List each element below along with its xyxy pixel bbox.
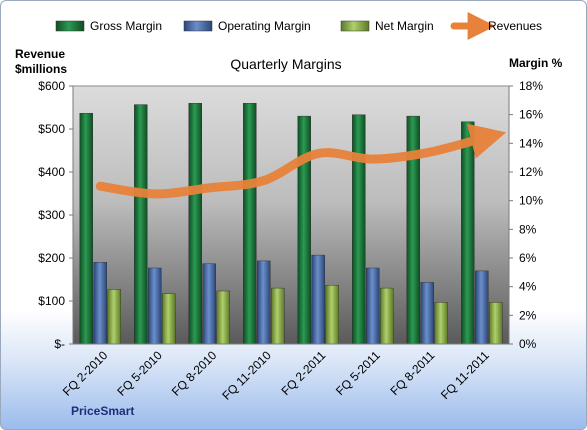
left-tick-label: $100 bbox=[38, 294, 65, 308]
legend-swatch-gross-margin bbox=[55, 20, 85, 32]
right-tick-label: 4% bbox=[519, 280, 537, 294]
legend-label-net-margin: Net Margin bbox=[375, 19, 434, 33]
bar-gross-margin-fq-8-2010 bbox=[188, 102, 203, 345]
chart-title: Quarterly Margins bbox=[230, 56, 341, 72]
bar-gross-margin-fq-5-2010 bbox=[134, 104, 148, 345]
right-tick-label: 12% bbox=[519, 165, 543, 179]
bar-operating-margin-fq-11-2010 bbox=[257, 260, 271, 345]
legend-swatch-operating-margin bbox=[183, 20, 213, 32]
line-revenues bbox=[95, 123, 507, 199]
right-axis-title: Margin % bbox=[509, 56, 563, 70]
right-tick-label: 8% bbox=[519, 222, 537, 236]
bar-net-margin-fq-2-2011 bbox=[325, 285, 339, 345]
legend-label-gross-margin: Gross Margin bbox=[90, 19, 162, 33]
x-tick-label: FQ 2-2010 bbox=[60, 348, 111, 399]
legend-swatch-net-margin bbox=[340, 20, 370, 32]
bar-operating-margin-fq-11-2011 bbox=[475, 270, 489, 345]
legend-label-revenues: Revenues bbox=[488, 19, 542, 33]
left-tick-label: $600 bbox=[38, 79, 65, 93]
bar-net-margin-fq-8-2011 bbox=[434, 302, 448, 345]
x-tick-label: FQ 5-2011 bbox=[333, 348, 383, 398]
right-tick-label: 10% bbox=[519, 194, 543, 208]
bars-layer bbox=[79, 102, 503, 345]
bar-gross-margin-fq-11-2010 bbox=[243, 102, 257, 345]
right-tick-label: 2% bbox=[519, 308, 537, 322]
left-tick-label: $400 bbox=[38, 165, 65, 179]
bar-operating-margin-fq-5-2010 bbox=[148, 267, 162, 345]
bar-gross-margin-fq-2-2010 bbox=[79, 112, 94, 345]
legend: Gross Margin Operating Margin Net Margin Re… bbox=[55, 12, 542, 40]
right-tick-label: 16% bbox=[519, 108, 543, 122]
left-tick-label: $200 bbox=[38, 251, 65, 265]
right-tick-label: 18% bbox=[519, 79, 543, 93]
left-tick-label: $- bbox=[54, 337, 65, 351]
left-tick-label: $500 bbox=[38, 122, 65, 136]
bar-operating-margin-fq-2-2011 bbox=[311, 254, 325, 345]
x-tick-label: FQ 11-2011 bbox=[438, 348, 492, 402]
bar-operating-margin-fq-8-2011 bbox=[420, 282, 434, 345]
bar-net-margin-fq-8-2010 bbox=[216, 290, 231, 345]
bar-net-margin-fq-11-2010 bbox=[271, 287, 285, 345]
x-tick-label: FQ 2-2011 bbox=[279, 348, 329, 398]
bar-operating-margin-fq-8-2010 bbox=[202, 263, 217, 345]
right-tick-label: 0% bbox=[519, 337, 537, 351]
x-tick-label: FQ 8-2010 bbox=[169, 348, 220, 399]
right-axis: 0% 2% 4% 6% 8% 10% 12% 14% 16% 18% bbox=[508, 79, 543, 351]
left-axis-title-line1: Revenue bbox=[15, 47, 65, 61]
bar-operating-margin-fq-5-2011 bbox=[366, 267, 380, 345]
bar-net-margin-fq-2-2010 bbox=[107, 289, 122, 345]
bar-gross-margin-fq-2-2011 bbox=[297, 115, 311, 345]
right-tick-label: 6% bbox=[519, 251, 537, 265]
legend-label-operating-margin: Operating Margin bbox=[218, 19, 311, 33]
bar-operating-margin-fq-2-2010 bbox=[93, 262, 108, 345]
bar-gross-margin-fq-11-2011 bbox=[461, 121, 475, 345]
x-tick-label: FQ 5-2010 bbox=[114, 348, 165, 399]
bar-net-margin-fq-5-2011 bbox=[380, 287, 394, 345]
left-axis-title-line2: $millions bbox=[15, 62, 67, 76]
left-tick-label: $300 bbox=[38, 208, 65, 222]
bar-net-margin-fq-5-2010 bbox=[162, 293, 176, 345]
right-tick-label: 14% bbox=[519, 136, 543, 150]
source-label: PriceSmart bbox=[71, 404, 134, 418]
bar-gross-margin-fq-5-2011 bbox=[352, 114, 366, 345]
x-tick-label: FQ 8-2011 bbox=[388, 348, 438, 398]
bar-net-margin-fq-11-2011 bbox=[489, 302, 503, 345]
x-tick-label: FQ 11-2010 bbox=[219, 348, 274, 403]
left-axis: $- $100 $200 $300 $400 $500 $600 bbox=[38, 79, 74, 351]
x-axis: FQ 2-2010 FQ 5-2010 FQ 8-2010 FQ 11-2010 FQ … bbox=[60, 343, 509, 403]
revenue-line-layer bbox=[95, 123, 507, 199]
